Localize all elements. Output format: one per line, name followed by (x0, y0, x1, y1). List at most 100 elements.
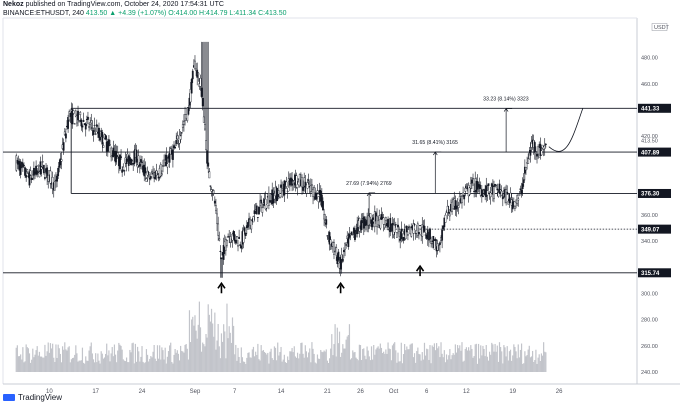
volume-bar (493, 351, 495, 372)
volume-bar (149, 358, 151, 372)
volume-bar (47, 342, 49, 372)
volume-bar (514, 346, 516, 372)
candle-body (239, 244, 242, 246)
volume-bar (155, 360, 157, 372)
candle (233, 231, 236, 244)
candle-body (448, 213, 451, 217)
candle-body (144, 167, 147, 174)
volume-bar (306, 357, 309, 372)
volume-bar (320, 349, 322, 372)
candle-body (496, 188, 499, 191)
volume-bar (122, 359, 124, 372)
candle (77, 105, 79, 127)
volume-bar (316, 354, 319, 372)
candle-body (84, 123, 87, 130)
candle-body (501, 196, 504, 200)
candle-body (276, 192, 279, 200)
publish-text: published on TradingView.com, October 24… (25, 1, 224, 8)
volume-bar (481, 355, 483, 372)
candle (131, 158, 133, 166)
candle-body (197, 72, 200, 75)
candle (84, 122, 87, 137)
candle-body (339, 256, 342, 270)
volume-bar (151, 357, 153, 372)
candle-body (101, 132, 104, 145)
candle (407, 231, 409, 241)
volume-bar (45, 355, 47, 372)
candle (99, 132, 101, 143)
volume-bar (482, 345, 484, 372)
volume-bar (368, 356, 370, 372)
volume-bar (223, 324, 225, 372)
candle-body (280, 184, 282, 188)
candle (286, 187, 289, 199)
candle (215, 198, 217, 214)
volume-bar (517, 344, 519, 372)
candle (383, 224, 386, 230)
volume-bar (64, 342, 66, 372)
volume-bar (257, 343, 259, 372)
candle (281, 181, 284, 198)
volume-bar (65, 349, 67, 372)
candle-body (91, 127, 94, 129)
candle (276, 188, 279, 201)
measure-label: 31.65 (8.41%) 3165 (412, 140, 458, 146)
volume-bar (375, 349, 377, 372)
candle (74, 109, 77, 118)
volume-bar (333, 344, 335, 372)
y-tick-label: 480.00 (641, 56, 658, 62)
candle (243, 226, 246, 235)
candle-body (439, 242, 441, 245)
volume-bar (472, 357, 474, 372)
volume-bar (256, 354, 258, 372)
volume-bar (484, 356, 486, 372)
candle-body (256, 216, 259, 218)
volume-bar (93, 362, 96, 372)
volume-bar (303, 357, 305, 372)
volume-bar (16, 345, 18, 372)
candle-body (187, 107, 190, 115)
candle (511, 197, 514, 213)
volume-bar (299, 353, 301, 372)
candle (208, 168, 211, 179)
volume-bar (193, 325, 195, 372)
candle (40, 166, 43, 177)
volume-bar (32, 348, 34, 372)
footer-brand: TradingView (18, 393, 63, 402)
candle-body (183, 121, 185, 125)
candle (104, 134, 107, 141)
candle (307, 173, 310, 185)
volume-bar (296, 352, 299, 372)
volume-bar (17, 356, 20, 372)
volume-bar (367, 350, 369, 372)
volume-bar (189, 342, 192, 372)
volume-bar (95, 353, 97, 372)
volume-bar (99, 363, 101, 372)
volume-bar (416, 351, 418, 372)
volume-bar (292, 352, 294, 372)
volume-bar (42, 357, 44, 372)
volume-bar (253, 356, 256, 372)
volume-bar (175, 352, 177, 372)
volume-bar (184, 344, 186, 372)
candle (536, 151, 538, 164)
candle-body (273, 193, 276, 200)
volume-bar (439, 357, 441, 372)
volume-bar (392, 343, 395, 372)
volume-bar (310, 362, 312, 372)
candle (309, 178, 312, 197)
candle-body (394, 224, 397, 226)
candle (394, 221, 397, 228)
candle-body (37, 165, 40, 167)
volume-bar (308, 352, 310, 372)
x-tick-label: 26 (357, 389, 364, 395)
volume-bar (495, 351, 497, 372)
volume-bar (130, 352, 132, 372)
candle-body (379, 219, 382, 229)
candle (163, 154, 165, 167)
price-tag-label: 315.74 (641, 271, 660, 277)
candle-body (99, 136, 101, 141)
volume-bar (23, 362, 25, 372)
candle-body (480, 189, 483, 196)
candle-body (201, 97, 204, 107)
